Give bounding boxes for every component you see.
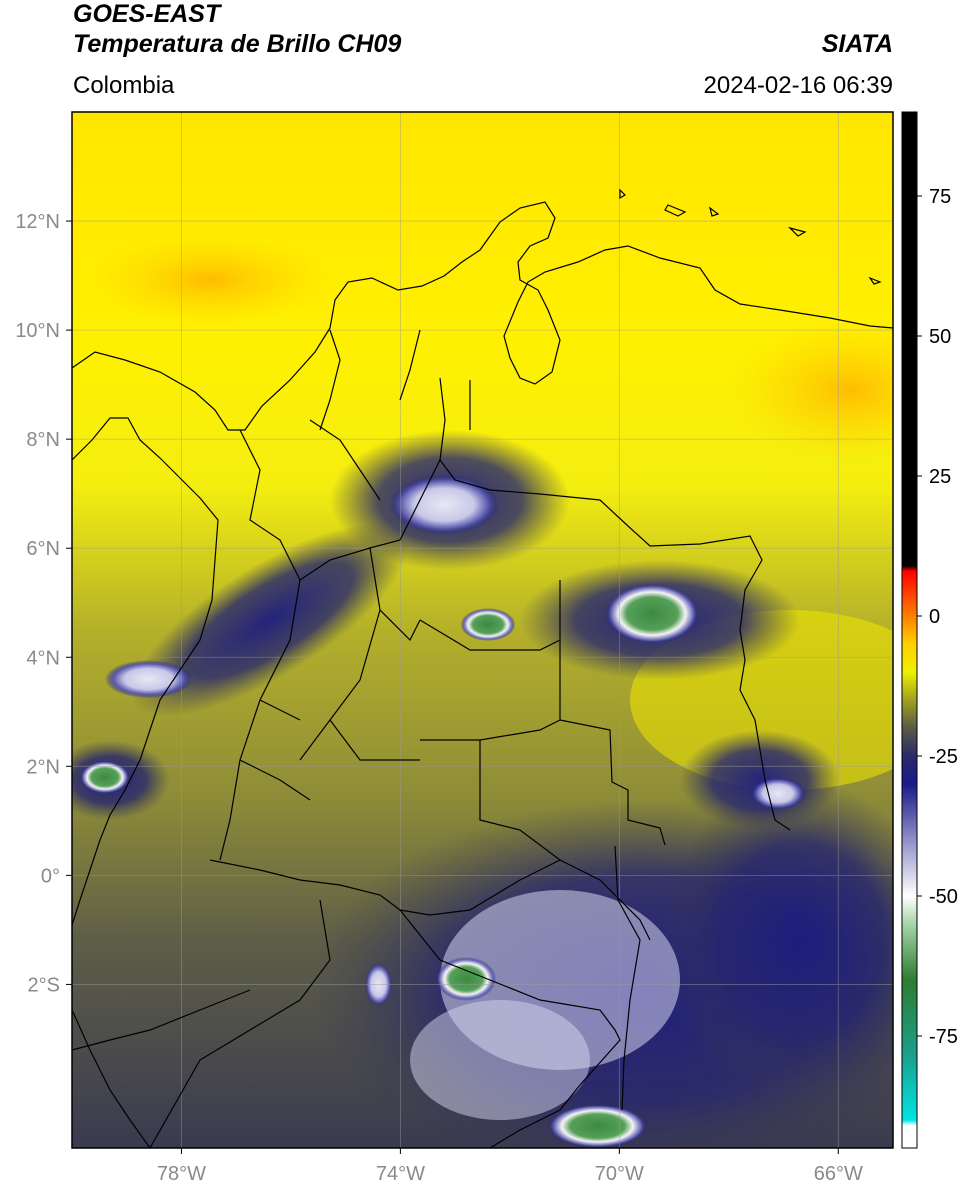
lat-tick-label: 0°: [41, 865, 60, 887]
venezuela-brazil-border: [559, 580, 666, 846]
colorbar-tick-label: -25: [929, 746, 958, 768]
colorbar-ticks: 75 50 25 0 -25 -50 -75: [917, 186, 958, 1048]
pacific-coastline: [72, 417, 219, 926]
convective-cell: [104, 659, 193, 699]
colorbar-tick-label: 75: [929, 186, 951, 208]
coastlines-and-borders: [72, 188, 893, 1148]
cloud-shield: [131, 523, 409, 717]
lon-tick-label: 74°W: [376, 1163, 425, 1185]
lon-tick-label: 78°W: [157, 1163, 206, 1185]
peru-coast: [72, 1009, 151, 1148]
lat-tick-label: 6°N: [26, 538, 60, 560]
brazil-colombia-border: [614, 845, 641, 1111]
cloud-shield: [680, 730, 840, 830]
graticule: [72, 112, 893, 1148]
cloud-shield: [660, 780, 893, 1100]
lat-tick-label: 10°N: [15, 320, 60, 342]
cloud-shield: [410, 1000, 590, 1120]
satellite-title: GOES-EAST: [73, 0, 221, 28]
latitude-ticks: 12°N 10°N 8°N 6°N 4°N 2°N 0° 2°S: [15, 211, 72, 996]
lon-tick-label: 70°W: [595, 1163, 644, 1185]
longitude-ticks: 78°W 74°W 70°W 66°W: [157, 1148, 863, 1185]
lat-tick-label: 12°N: [15, 211, 60, 233]
warm-region: [90, 235, 330, 325]
colombia-border-east: [439, 377, 791, 831]
convective-cell: [80, 760, 130, 794]
convective-cell: [548, 1104, 647, 1148]
map-frame: [71, 111, 894, 1149]
colorbar-tick-label: -75: [929, 1026, 958, 1048]
convective-cell: [460, 608, 516, 641]
caribbean-coastline: [72, 201, 893, 431]
peru-brazil-border: [399, 909, 621, 1148]
ecuador-peru-border: [72, 899, 331, 1148]
colorbar-tick-label: -50: [929, 886, 958, 908]
timestamp-label: 2024-02-16 06:39: [703, 72, 894, 99]
colorbar-tick-label: 0: [929, 606, 940, 628]
lat-tick-label: 2°S: [28, 974, 60, 996]
colorbar-tick-label: 50: [929, 326, 951, 348]
lat-tick-label: 8°N: [26, 429, 60, 451]
product-title: Temperatura de Brillo CH09: [73, 30, 402, 58]
convective-cell: [750, 777, 806, 810]
convective-cell: [605, 583, 699, 644]
convective-cell: [389, 474, 499, 535]
colorbar-frame: [901, 111, 918, 1149]
organization-label: SIATA: [821, 30, 893, 58]
warm-region: [730, 320, 893, 460]
region-label: Colombia: [73, 72, 175, 99]
colorbar-fill: [902, 112, 917, 1148]
colombia-southern-border: [209, 859, 651, 941]
colorbar: 75 50 25 0 -25 -50 -75: [901, 111, 958, 1149]
map-canvas: [72, 112, 893, 1148]
colorbar-tick-label: 25: [929, 466, 951, 488]
lat-tick-label: 4°N: [26, 647, 60, 669]
aruba-curacao: [619, 188, 882, 285]
convective-cells: [80, 474, 806, 1148]
department-lines: [219, 329, 561, 861]
lon-tick-label: 66°W: [814, 1163, 863, 1185]
lat-tick-label: 2°N: [26, 756, 60, 778]
convective-cell: [435, 957, 497, 1001]
